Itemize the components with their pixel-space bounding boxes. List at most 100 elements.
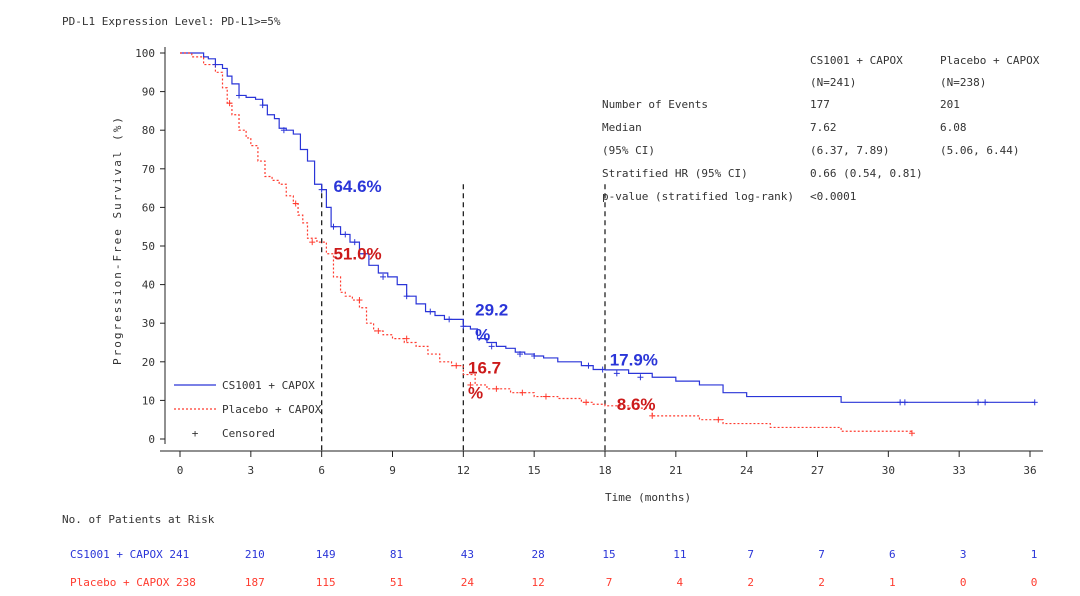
- risk-cell: 81: [390, 548, 403, 561]
- stats-col2-n: (N=238): [940, 76, 986, 89]
- censor-mark: [583, 399, 590, 406]
- censor-mark: [453, 362, 460, 369]
- censor-mark: [460, 323, 467, 330]
- y-tick-label: 80: [142, 124, 155, 137]
- risk-cell: 210: [245, 548, 265, 561]
- censor-mark: [517, 351, 523, 358]
- y-tick-label: 90: [142, 86, 155, 99]
- y-tick-label: 10: [142, 394, 155, 407]
- risk-table: CS1001 + CAPOX 241 210 149 81 43 28 15 11 7 7 6 3 1P…: [70, 548, 1037, 589]
- y-tick-label: 70: [142, 163, 155, 176]
- stats-col1-header: CS1001 + CAPOX: [810, 54, 903, 67]
- censor-mark: [351, 239, 358, 246]
- x-tick-label: 18: [598, 464, 611, 477]
- y-tick-label: 20: [142, 356, 155, 369]
- stats-row-v2: 6.08: [940, 121, 967, 134]
- censor-mark: [488, 343, 495, 350]
- legend-label-placebo: Placebo + CAPOX: [222, 403, 322, 416]
- risk-cell: 51: [390, 576, 403, 589]
- x-tick-label: 33: [953, 464, 966, 477]
- censor-mark: [403, 335, 410, 342]
- risk-cell: 1: [1031, 548, 1038, 561]
- callout-label: 16.7: [468, 358, 501, 377]
- censor-mark: [908, 430, 915, 437]
- x-tick-label: 30: [882, 464, 895, 477]
- censor-mark: [1031, 399, 1038, 406]
- censor-mark: [318, 186, 325, 193]
- x-tick-label: 24: [740, 464, 754, 477]
- risk-cell: 0: [960, 576, 967, 589]
- censor-mark: [356, 297, 363, 304]
- y-axis-label: Progression-Free Survival (%): [111, 115, 124, 365]
- x-tick-label: 3: [248, 464, 255, 477]
- censor-mark: [280, 127, 287, 134]
- x-tick-label: 9: [389, 464, 396, 477]
- risk-cell: 2: [818, 576, 825, 589]
- y-tick-label: 40: [142, 279, 155, 292]
- risk-cell: 149: [316, 548, 336, 561]
- censor-mark: [292, 200, 299, 207]
- risk-cell: 187: [245, 576, 265, 589]
- stats-row-label: Stratified HR (95% CI): [602, 167, 748, 180]
- stats-col1-n: (N=241): [810, 76, 856, 89]
- series-line-cs1001: [180, 52, 1035, 403]
- callout-label: 29.2: [475, 300, 508, 319]
- legend-censor-symbol: +: [192, 427, 199, 440]
- callouts: 64.6% 51.0% 29.2% 16.7% 17.9% 8.6%: [333, 177, 657, 414]
- stats-row-v1: 7.62: [810, 121, 837, 134]
- dashed-guides: [321, 184, 606, 451]
- censor-mark: [599, 366, 606, 373]
- survival-curves: [180, 52, 1035, 434]
- callout-label: 17.9%: [610, 351, 658, 370]
- stats-col2-header: Placebo + CAPOX: [940, 54, 1040, 67]
- risk-table-title: No. of Patients at Risk: [62, 513, 215, 526]
- censor-mark: [403, 293, 410, 300]
- callout-label: %: [468, 383, 483, 402]
- censor-mark: [531, 353, 538, 360]
- stats-row-label: Median: [602, 121, 642, 134]
- callout-label: 8.6%: [617, 395, 656, 414]
- stats-table: CS1001 + CAPOX Placebo + CAPOX (N=241) (…: [602, 54, 1040, 203]
- y-tick-label: 50: [142, 240, 155, 253]
- risk-cell: 28: [532, 548, 545, 561]
- censor-mark: [613, 370, 620, 377]
- censor-mark: [446, 316, 453, 323]
- risk-cell: 7: [606, 576, 613, 589]
- risk-cell: 11: [673, 548, 686, 561]
- stats-row-label: p-value (stratified log-rank): [602, 190, 794, 203]
- risk-cell: 0: [1031, 576, 1038, 589]
- censor-mark: [226, 100, 233, 107]
- stats-row-v2: 201: [940, 98, 960, 111]
- x-tick-label: 21: [669, 464, 682, 477]
- y-tick-label: 100: [135, 47, 155, 60]
- risk-row-label: Placebo + CAPOX 238: [70, 576, 196, 589]
- risk-cell: 6: [889, 548, 896, 561]
- risk-cell: 1: [889, 576, 896, 589]
- censor-mark: [982, 399, 989, 406]
- risk-cell: 15: [602, 548, 615, 561]
- censor-mark: [375, 327, 382, 334]
- x-tick-label: 12: [457, 464, 470, 477]
- stats-row-v1: (6.37, 7.89): [810, 144, 889, 157]
- y-tick-label: 60: [142, 201, 155, 214]
- axes: 0 3 6 9 12 15 18 21 24 27 30 33 36010203040506070809…: [135, 47, 1043, 477]
- risk-cell: 7: [818, 548, 825, 561]
- censor-mark: [342, 231, 349, 238]
- censor-mark: [901, 399, 908, 406]
- censor-mark: [259, 102, 266, 109]
- callout-label: %: [475, 326, 490, 345]
- x-tick-label: 15: [528, 464, 541, 477]
- x-tick-label: 0: [177, 464, 184, 477]
- risk-cell: 4: [677, 576, 684, 589]
- censor-mark: [330, 223, 337, 230]
- y-tick-label: 0: [148, 433, 155, 446]
- stats-row-v1: <0.0001: [810, 190, 856, 203]
- censor-mark: [585, 362, 592, 369]
- risk-cell: 24: [461, 576, 475, 589]
- x-tick-label: 36: [1023, 464, 1036, 477]
- chart-subtitle: PD-L1 Expression Level: PD-L1>=5%: [62, 15, 281, 28]
- risk-cell: 43: [461, 548, 474, 561]
- callout-label: 51.0%: [333, 245, 381, 264]
- legend: CS1001 + CAPOX Placebo + CAPOX + Censore…: [174, 379, 322, 440]
